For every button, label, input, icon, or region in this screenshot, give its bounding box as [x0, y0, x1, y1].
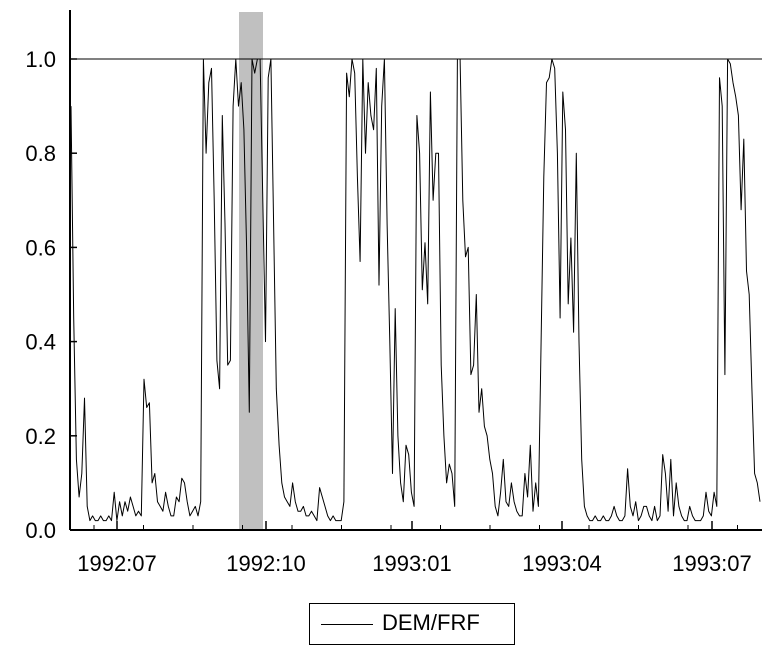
- x-tick-labels: 1992:07 1992:10 1993:01 1993:04 1993:07: [77, 521, 752, 576]
- x-tick-label: 1993:07: [672, 551, 752, 576]
- line-chart: 0.0 0.2 0.4 0.6 0.8 1.0 1992:07 1992:10 1993:01…: [25, 10, 762, 576]
- shaded-band: [239, 12, 263, 530]
- legend: DEM/FRF: [309, 603, 515, 645]
- y-tick-label: 0.6: [25, 235, 56, 260]
- x-tick-label: 1993:04: [522, 551, 602, 576]
- y-tick-label: 0.2: [25, 424, 56, 449]
- y-tick-labels: 0.0 0.2 0.4 0.6 0.8 1.0: [25, 47, 77, 543]
- x-tick-label: 1993:01: [372, 551, 452, 576]
- shaded-region: [239, 12, 263, 530]
- legend-label-dem-frf: DEM/FRF: [382, 610, 480, 635]
- y-tick-label: 0.8: [25, 141, 56, 166]
- axes: [69, 10, 762, 531]
- x-tick-label: 1992:10: [226, 551, 306, 576]
- x-tick-label: 1992:07: [77, 551, 157, 576]
- y-tick-label: 0.4: [25, 330, 56, 355]
- y-tick-label: 1.0: [25, 47, 56, 72]
- series-dem-frf: [70, 58, 761, 522]
- series-line-dem-frf: [70, 58, 761, 522]
- legend-swatch-dem-frf: [321, 624, 373, 625]
- y-tick-label: 0.0: [25, 518, 56, 543]
